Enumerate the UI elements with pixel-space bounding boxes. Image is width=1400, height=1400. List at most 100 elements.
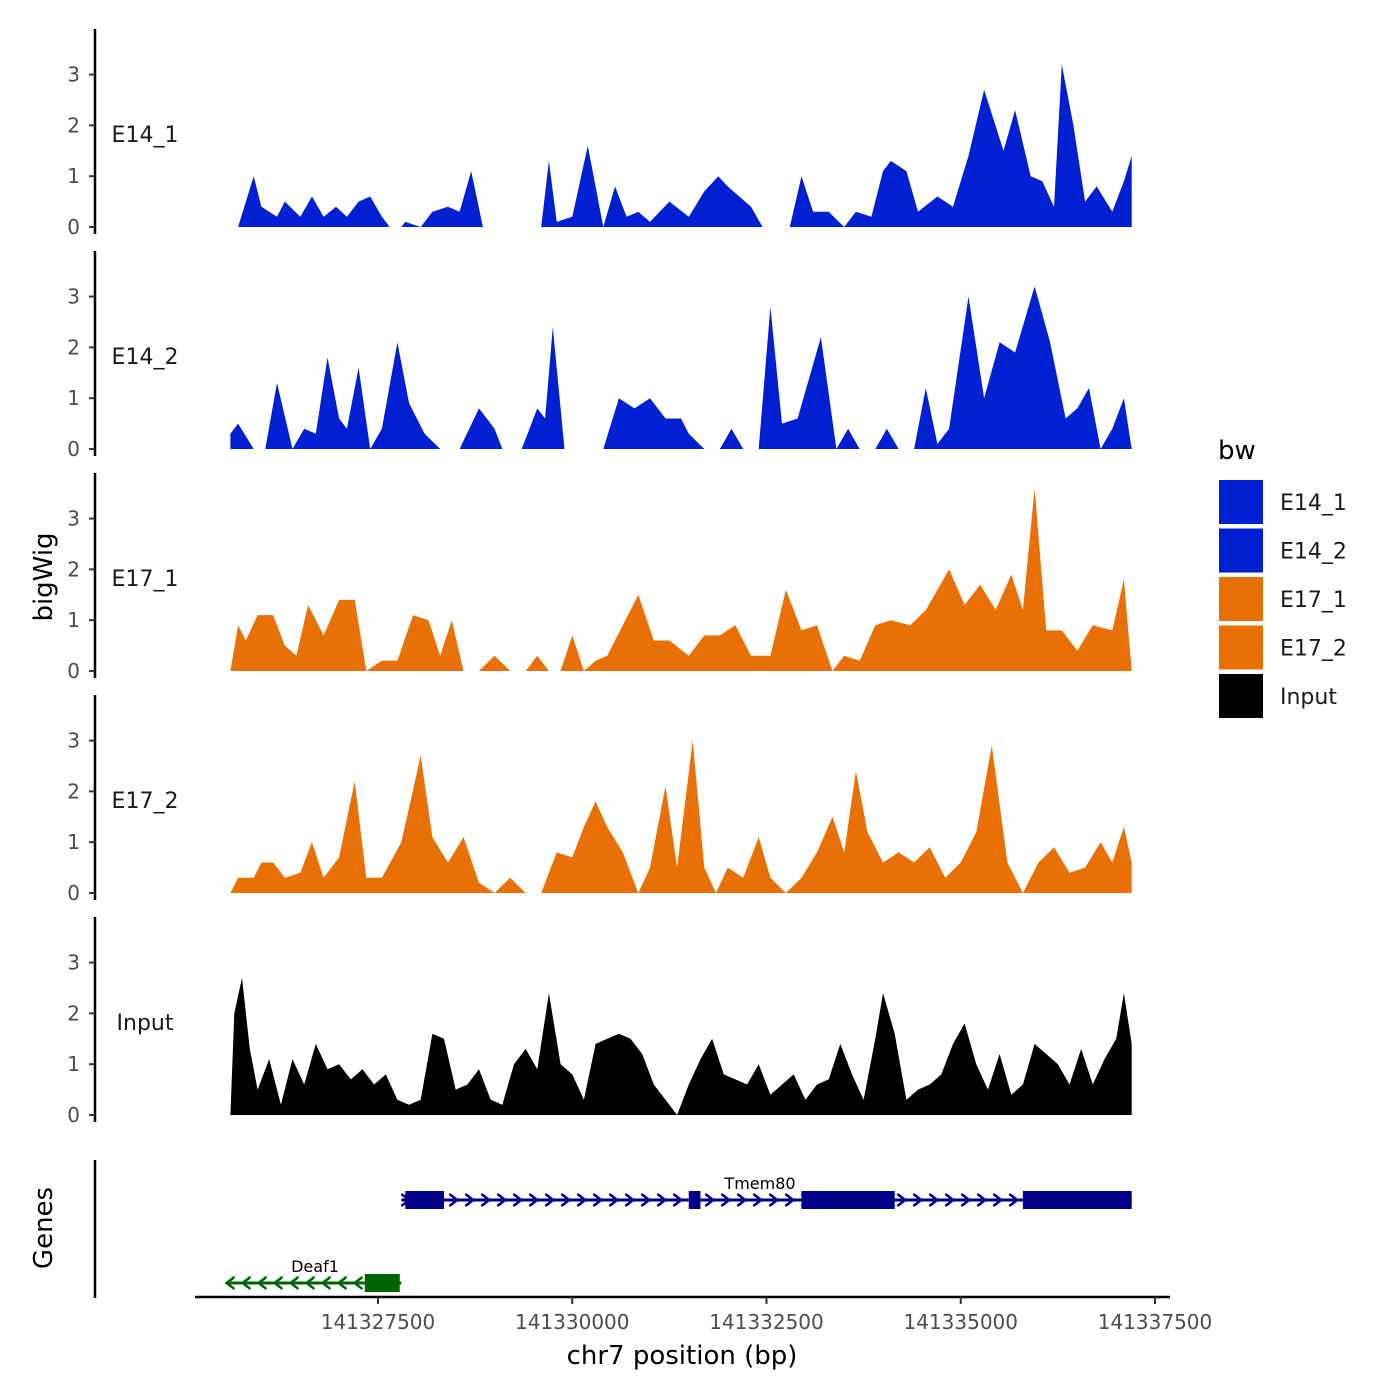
coverage-tracks: 0 1 2 3 E14_1 0 1 2 3 E14_2 0 1 2 3 E17_1 0 1 2 3 E17_2 0 1 2 3… <box>67 29 1132 1127</box>
legend-swatch <box>1217 575 1265 623</box>
y-tick-label: 3 <box>67 507 80 531</box>
x-axis-title: chr7 position (bp) <box>567 1341 798 1371</box>
gene-deaf1: Deaf1 <box>224 1257 402 1292</box>
track-label: E17_1 <box>112 567 179 592</box>
x-tick-label: 141332500 <box>709 1310 824 1334</box>
exon-block <box>364 1274 400 1292</box>
y-tick-label: 1 <box>67 386 80 410</box>
strand-arrow <box>272 1276 284 1290</box>
legend-entry-label: E14_1 <box>1280 491 1347 516</box>
y-axis-title: bigWig <box>29 532 59 621</box>
legend-swatch <box>1217 672 1265 720</box>
genes-track: Genes Tmem80 Deaf1 <box>29 1160 1132 1298</box>
gene-label: Tmem80 <box>723 1174 795 1193</box>
track-e17_1: 0 1 2 3 E17_1 <box>67 473 1132 683</box>
x-tick-label: 141327500 <box>321 1310 436 1334</box>
strand-arrow <box>336 1276 348 1290</box>
strand-arrow <box>992 1193 1004 1207</box>
y-tick-label: 2 <box>67 557 80 581</box>
exon-block <box>688 1191 701 1209</box>
strand-arrow <box>496 1193 508 1207</box>
legend-entry-label: E17_1 <box>1280 588 1347 613</box>
track-label: E17_2 <box>112 789 179 814</box>
strand-arrow <box>704 1193 716 1207</box>
gene-label: Deaf1 <box>291 1257 339 1276</box>
x-tick-label: 141335000 <box>903 1310 1018 1334</box>
strand-arrow <box>480 1193 492 1207</box>
legend-swatch <box>1217 526 1265 575</box>
legend-swatch <box>1217 478 1265 526</box>
track-e14_1: 0 1 2 3 E14_1 <box>67 29 1132 239</box>
y-tick-label: 2 <box>67 113 80 137</box>
strand-arrow <box>224 1276 236 1290</box>
x-tick-label: 141330000 <box>515 1310 630 1334</box>
exon-block <box>801 1191 895 1209</box>
y-tick-label: 1 <box>67 164 80 188</box>
y-tick-label: 0 <box>67 437 80 461</box>
strand-arrow <box>912 1193 924 1207</box>
strand-arrow <box>944 1193 956 1207</box>
y-tick-label: 3 <box>67 951 80 975</box>
strand-arrow <box>752 1193 764 1207</box>
strand-arrow <box>592 1193 604 1207</box>
coverage-area <box>230 286 1132 449</box>
strand-arrow <box>624 1193 636 1207</box>
y-tick-label: 0 <box>67 215 80 239</box>
coverage-area <box>230 488 1132 671</box>
legend-swatch <box>1217 623 1265 672</box>
y-tick-label: 2 <box>67 1001 80 1025</box>
legend: bw E14_1 E14_2 E17_1 E17_2 Input <box>1217 436 1347 720</box>
strand-arrow <box>528 1193 540 1207</box>
strand-arrow <box>608 1193 620 1207</box>
legend-entry-label: Input <box>1280 685 1337 710</box>
genes-track-title: Genes <box>29 1187 59 1269</box>
strand-arrow <box>976 1193 988 1207</box>
track-input: 0 1 2 3 Input <box>67 917 1132 1127</box>
y-tick-label: 0 <box>67 1103 80 1127</box>
strand-arrow <box>288 1276 300 1290</box>
strand-arrow <box>320 1276 332 1290</box>
strand-arrow <box>1008 1193 1020 1207</box>
legend-entry-label: E14_2 <box>1280 540 1347 565</box>
strand-arrow <box>464 1193 476 1207</box>
strand-arrow <box>512 1193 524 1207</box>
strand-arrow <box>352 1276 364 1290</box>
x-tick-label: 141337500 <box>1098 1310 1213 1334</box>
strand-arrow <box>672 1193 684 1207</box>
strand-arrow <box>720 1193 732 1207</box>
strand-arrow <box>768 1193 780 1207</box>
track-e14_2: 0 1 2 3 E14_2 <box>67 251 1132 461</box>
gene-tmem80: Tmem80 <box>400 1174 1132 1209</box>
strand-arrow <box>960 1193 972 1207</box>
exon-block <box>1022 1191 1132 1209</box>
strand-arrow <box>784 1193 796 1207</box>
y-tick-label: 1 <box>67 830 80 854</box>
y-tick-label: 3 <box>67 63 80 87</box>
track-e17_2: 0 1 2 3 E17_2 <box>67 695 1132 905</box>
legend-title: bw <box>1218 436 1256 466</box>
strand-arrow <box>544 1193 556 1207</box>
strand-arrow <box>576 1193 588 1207</box>
coverage-area <box>230 740 1132 893</box>
y-tick-label: 3 <box>67 285 80 309</box>
strand-arrow <box>256 1276 268 1290</box>
y-tick-label: 1 <box>67 1052 80 1076</box>
exon-block <box>405 1191 445 1209</box>
strand-arrow <box>448 1193 460 1207</box>
y-tick-label: 0 <box>67 881 80 905</box>
strand-arrow <box>640 1193 652 1207</box>
strand-arrow <box>560 1193 572 1207</box>
strand-arrow <box>736 1193 748 1207</box>
track-label: E14_2 <box>112 345 179 370</box>
legend-entry-label: E17_2 <box>1280 637 1347 662</box>
strand-arrow <box>304 1276 316 1290</box>
y-tick-label: 3 <box>67 729 80 753</box>
track-label: Input <box>117 1011 174 1036</box>
strand-arrow <box>896 1193 908 1207</box>
coverage-area <box>238 64 1132 228</box>
y-tick-label: 2 <box>67 335 80 359</box>
track-label: E14_1 <box>112 123 179 148</box>
x-axis: chr7 position (bp) 141327500 141330000 141… <box>195 1295 1213 1371</box>
strand-arrow <box>928 1193 940 1207</box>
